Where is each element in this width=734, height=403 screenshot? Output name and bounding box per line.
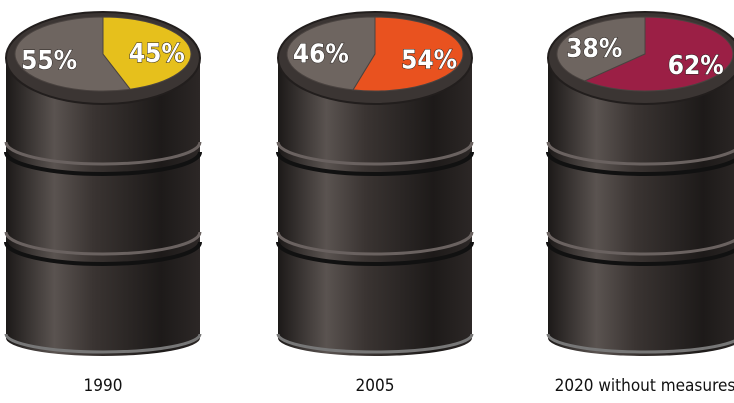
slice-label: 62% — [668, 51, 724, 81]
slice-label: 55% — [21, 46, 77, 76]
barrel-caption: 2020 without measures — [555, 376, 734, 396]
slice-label: 54% — [401, 45, 457, 75]
barrel-caption: 1990 — [84, 376, 123, 396]
barrel-caption: 2005 — [356, 376, 395, 396]
slice-label: 46% — [293, 40, 349, 70]
slice-label: 38% — [566, 34, 622, 64]
infographic: 55% 45% 1990 46% 54% 2005 38% 62% 2020 without m… — [0, 0, 734, 403]
slice-label: 45% — [129, 39, 185, 69]
